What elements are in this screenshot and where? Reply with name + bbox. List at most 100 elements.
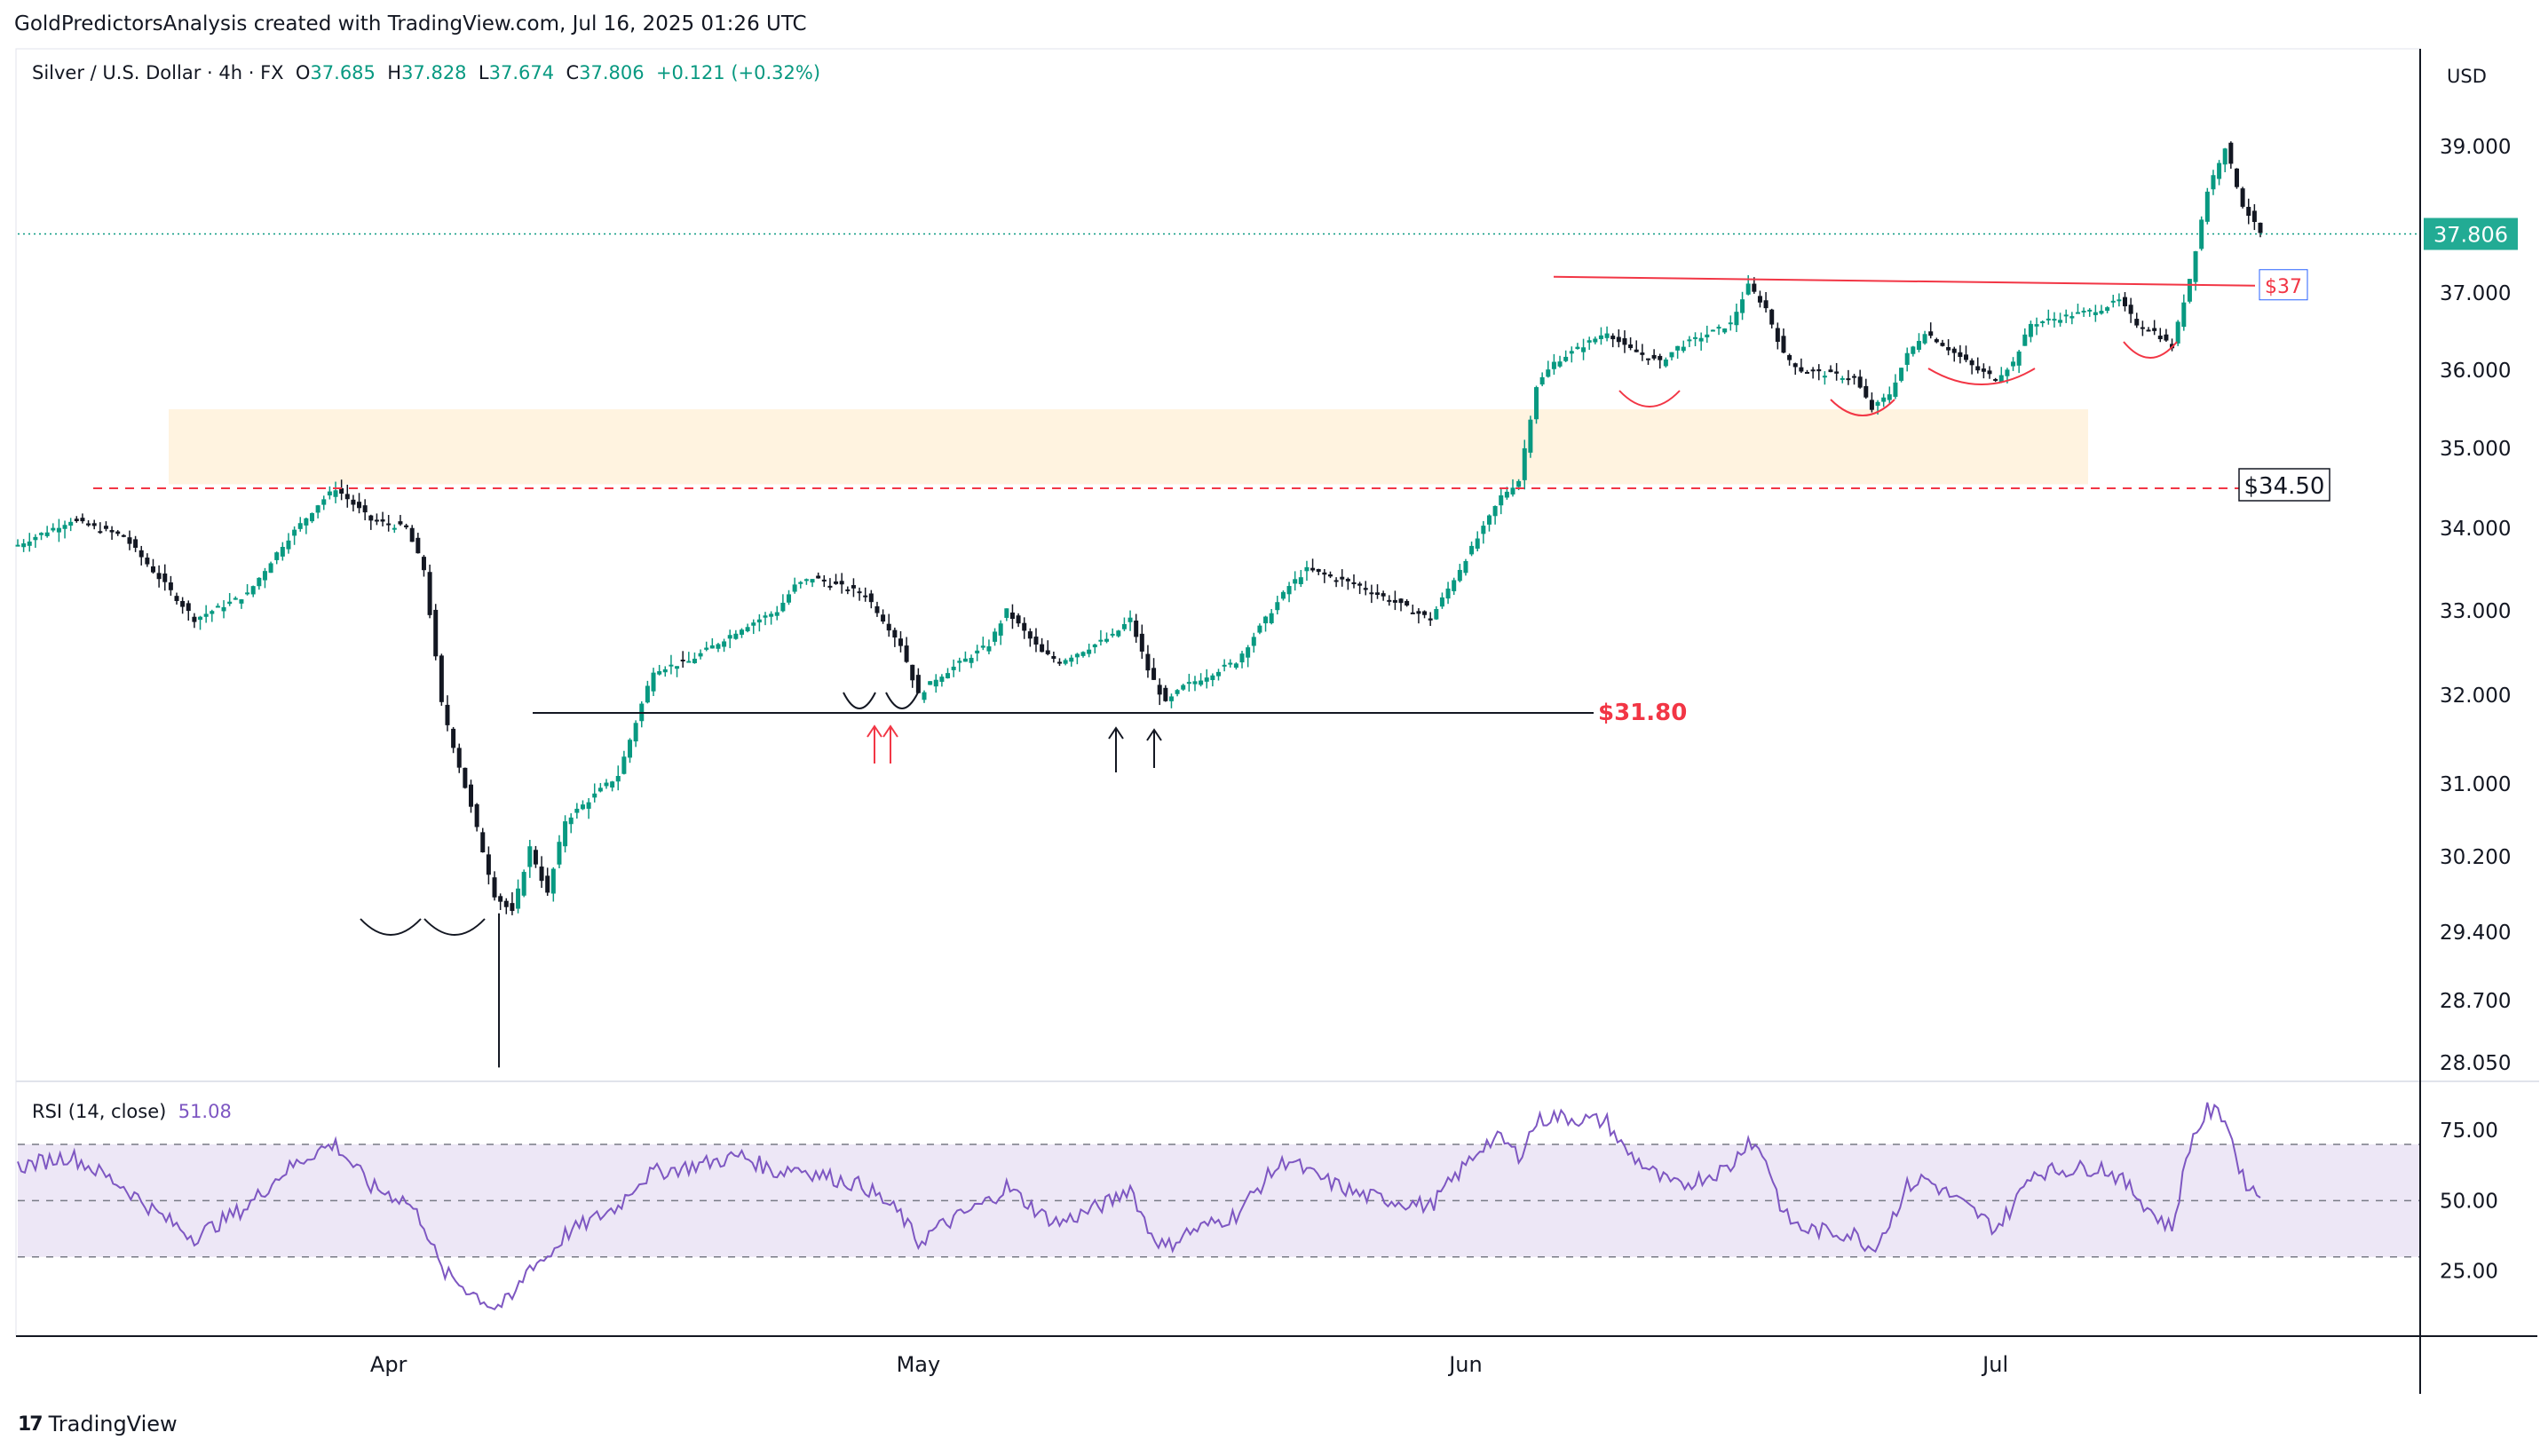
candle-body bbox=[1958, 352, 1963, 357]
candle-body bbox=[1593, 338, 1598, 343]
candle-body bbox=[2016, 351, 2022, 366]
candle-body bbox=[150, 566, 155, 573]
candle-body bbox=[1104, 638, 1110, 642]
candle-body bbox=[839, 581, 844, 585]
candle-body bbox=[138, 550, 144, 558]
candle-body bbox=[1333, 580, 1339, 582]
candle-body bbox=[62, 525, 67, 529]
chart-credit: GoldPredictorsAnalysis created with Trad… bbox=[14, 12, 807, 36]
candle-body bbox=[834, 581, 839, 584]
candle-body bbox=[1145, 653, 1151, 671]
symbol-name[interactable]: Silver / U.S. Dollar bbox=[32, 62, 202, 83]
candle-body bbox=[1998, 375, 2004, 383]
currency-label[interactable]: USD bbox=[2447, 66, 2487, 87]
candle-body bbox=[780, 602, 786, 612]
candle-body bbox=[2258, 222, 2263, 233]
candle-body bbox=[456, 748, 462, 768]
candle-body bbox=[1675, 345, 1681, 351]
candle-body bbox=[851, 585, 856, 589]
candle-body bbox=[787, 594, 792, 603]
pattern-arc bbox=[843, 692, 876, 709]
candle-body bbox=[1228, 662, 1233, 665]
ohlc-low: 37.674 bbox=[488, 62, 555, 83]
time-tick-label: Jun bbox=[1447, 1352, 1483, 1377]
candle-body bbox=[339, 488, 344, 495]
candle-body bbox=[716, 644, 721, 649]
candle-body bbox=[474, 803, 479, 827]
rsi-label[interactable]: RSI (14, close) bbox=[32, 1101, 167, 1122]
tradingview-logo-text: TradingView bbox=[48, 1412, 178, 1436]
candle-body bbox=[498, 896, 503, 902]
candle-body bbox=[597, 787, 603, 792]
candle-body bbox=[1163, 687, 1168, 701]
price-axis[interactable]: 39.000 37.000 36.000 35.000 34.000 33.000 32.0… bbox=[2424, 136, 2518, 1075]
candle-body bbox=[1369, 592, 1374, 595]
candle-body bbox=[386, 523, 392, 526]
pattern-arc bbox=[360, 918, 422, 936]
candle-body bbox=[1181, 684, 1186, 690]
candle-body bbox=[516, 888, 521, 909]
candle-body bbox=[145, 558, 150, 565]
candle-body bbox=[521, 872, 526, 896]
candle-body bbox=[1763, 300, 1769, 309]
candle-body bbox=[1916, 341, 1921, 350]
candle-body bbox=[1975, 366, 1981, 371]
candle-body bbox=[1452, 580, 1457, 591]
candle-body bbox=[1852, 376, 1857, 378]
candle-body bbox=[933, 679, 938, 687]
rsi-tick-label: 75.00 bbox=[2440, 1120, 2498, 1143]
candle-body bbox=[998, 623, 1003, 636]
price-tick-label: 37.000 bbox=[2440, 282, 2511, 305]
candle-body bbox=[392, 527, 397, 530]
candle-body bbox=[1622, 337, 1627, 345]
candle-body bbox=[657, 671, 662, 675]
candle-body bbox=[1922, 334, 1927, 344]
candle-body bbox=[1016, 615, 1021, 624]
candle-body bbox=[1139, 633, 1144, 652]
candle-body bbox=[686, 661, 692, 663]
symbol-source: FX bbox=[260, 62, 284, 83]
candle-body bbox=[1781, 336, 1786, 353]
rsi-axis[interactable]: 75.00 50.00 25.00 bbox=[2440, 1120, 2498, 1283]
candle-body bbox=[2075, 312, 2080, 314]
candle-body bbox=[2022, 334, 2028, 346]
candle-body bbox=[304, 518, 309, 526]
candle-body bbox=[1804, 371, 1809, 374]
rsi-tick-label: 25.00 bbox=[2440, 1261, 2498, 1284]
candle-body bbox=[604, 782, 609, 787]
rsi-line bbox=[17, 1102, 2261, 1311]
candle-body bbox=[2093, 312, 2098, 315]
pattern-arc bbox=[1618, 390, 1681, 408]
candle-body bbox=[957, 661, 962, 663]
candle-body bbox=[1092, 644, 1097, 648]
candle-body bbox=[628, 740, 633, 758]
candle-body bbox=[845, 589, 851, 591]
candle-body bbox=[2240, 188, 2245, 207]
candle-body bbox=[2187, 279, 2192, 302]
candle-body bbox=[362, 505, 368, 513]
candle-body bbox=[2199, 219, 2204, 249]
tradingview-logo[interactable]: 𝟭𝟳 TradingView bbox=[18, 1412, 178, 1436]
candle-body bbox=[1663, 359, 1668, 367]
candle-body bbox=[2217, 162, 2222, 179]
candle-body bbox=[1698, 337, 1704, 342]
price-tick-label: 28.700 bbox=[2440, 990, 2511, 1013]
candle-body bbox=[2222, 148, 2228, 165]
candle-body bbox=[1645, 358, 1650, 360]
candle-body bbox=[1033, 637, 1039, 645]
arrow-head bbox=[1146, 728, 1162, 741]
time-axis[interactable]: Apr May Jun Jul bbox=[370, 1352, 2008, 1377]
candle-body bbox=[1216, 671, 1221, 677]
candle-body bbox=[404, 525, 409, 527]
price-tick-label: 34.000 bbox=[2440, 518, 2511, 541]
candle-body bbox=[827, 585, 833, 588]
candle-body bbox=[910, 664, 915, 681]
candle-body bbox=[1286, 586, 1292, 595]
arrow-head bbox=[1108, 726, 1124, 740]
candle-body bbox=[1410, 612, 1415, 614]
candle-body bbox=[722, 641, 727, 647]
candle-body bbox=[951, 666, 956, 670]
candle-body bbox=[192, 616, 197, 622]
candle-body bbox=[1887, 394, 1892, 400]
